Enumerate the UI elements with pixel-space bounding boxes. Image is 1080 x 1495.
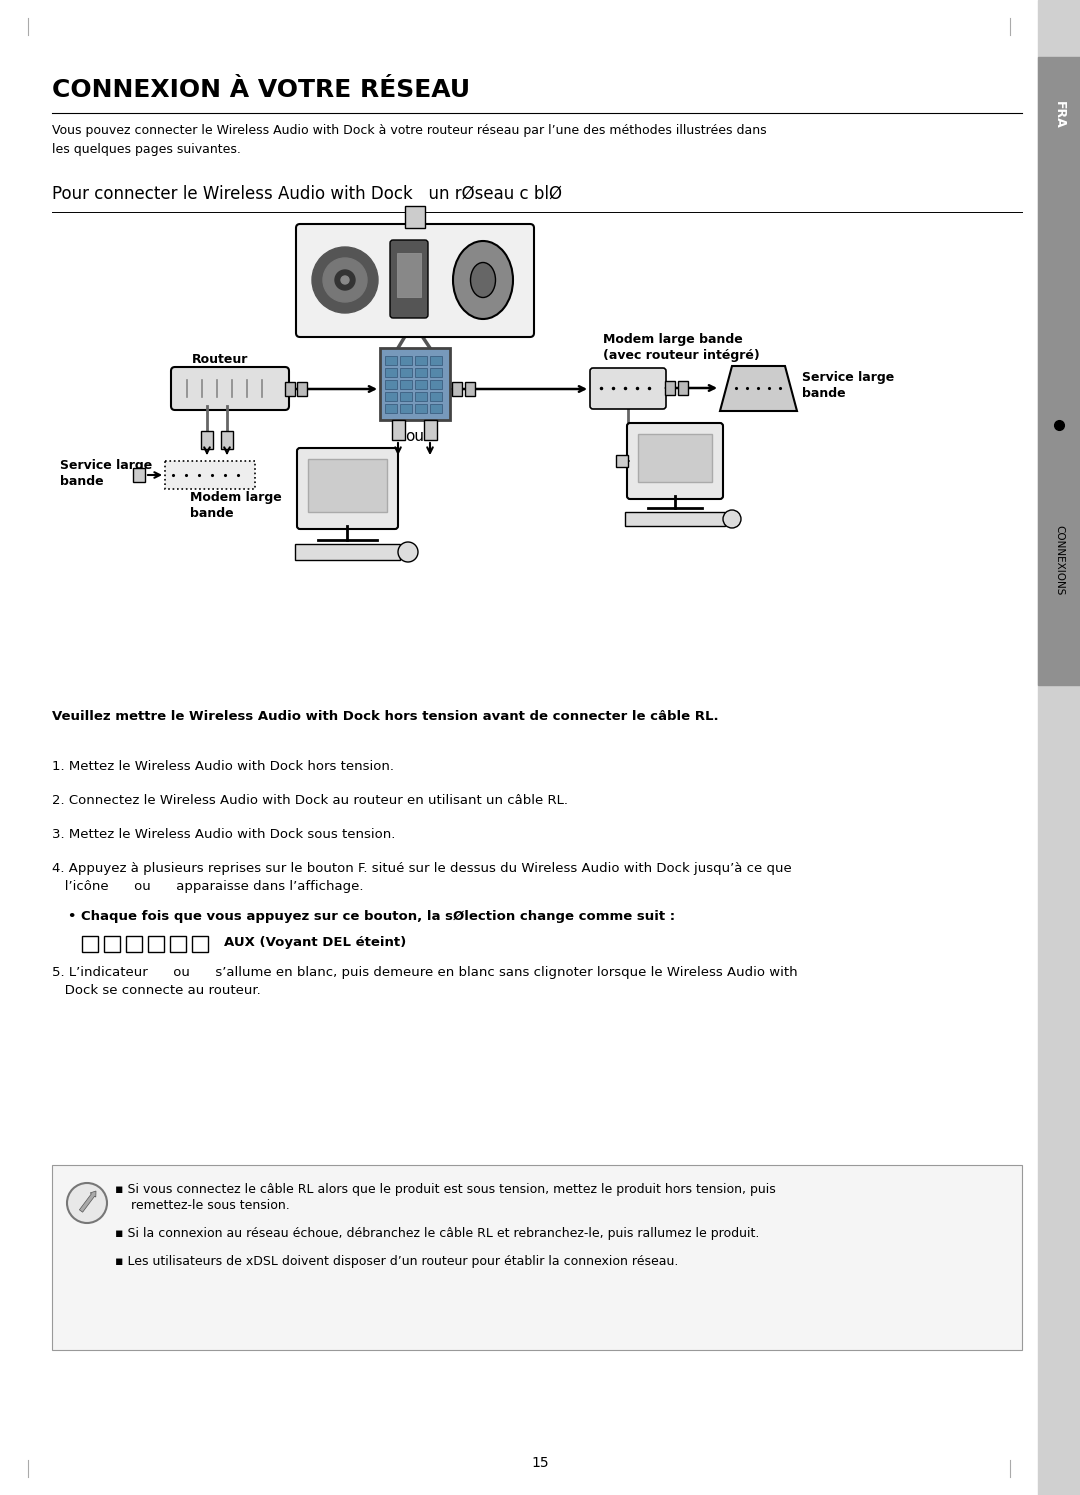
- Bar: [424, 420, 437, 440]
- Circle shape: [399, 543, 418, 562]
- Text: Service large: Service large: [802, 371, 894, 384]
- Text: ▪ Les utilisateurs de xDSL doivent disposer d’un routeur pour établir la connexi: ▪ Les utilisateurs de xDSL doivent dispo…: [114, 1254, 678, 1268]
- Bar: [380, 348, 450, 420]
- Bar: [430, 404, 442, 413]
- Bar: [400, 380, 411, 389]
- Text: bande: bande: [802, 387, 846, 401]
- Bar: [430, 368, 442, 377]
- Bar: [165, 460, 255, 489]
- Circle shape: [323, 259, 367, 302]
- Bar: [285, 383, 295, 396]
- Bar: [392, 420, 405, 440]
- Bar: [400, 392, 411, 401]
- Bar: [1038, 0, 1080, 1495]
- Text: 15: 15: [531, 1456, 549, 1470]
- Bar: [400, 368, 411, 377]
- Bar: [430, 392, 442, 401]
- Text: 1. Mettez le Wireless Audio with Dock hors tension.: 1. Mettez le Wireless Audio with Dock ho…: [52, 759, 394, 773]
- Text: Modem large bande: Modem large bande: [603, 333, 743, 345]
- Circle shape: [723, 510, 741, 528]
- Text: 2. Connectez le Wireless Audio with Dock au routeur en utilisant un câble RL.: 2. Connectez le Wireless Audio with Dock…: [52, 794, 568, 807]
- Text: CONNEXION À VOTRE RÉSEAU: CONNEXION À VOTRE RÉSEAU: [52, 78, 470, 102]
- Bar: [221, 431, 233, 448]
- Bar: [400, 404, 411, 413]
- Bar: [384, 356, 397, 365]
- Bar: [415, 392, 427, 401]
- Text: bande: bande: [60, 475, 104, 487]
- Bar: [1038, 57, 1080, 685]
- Bar: [625, 511, 725, 526]
- Bar: [405, 206, 426, 229]
- Bar: [148, 936, 164, 952]
- Circle shape: [335, 271, 355, 290]
- Bar: [430, 380, 442, 389]
- Ellipse shape: [453, 241, 513, 318]
- FancyBboxPatch shape: [390, 241, 428, 318]
- Bar: [384, 380, 397, 389]
- Bar: [82, 936, 98, 952]
- Text: ou: ou: [405, 429, 424, 444]
- Bar: [308, 459, 387, 511]
- Bar: [430, 356, 442, 365]
- Bar: [665, 381, 675, 395]
- Text: l’icône      ou      apparaisse dans l’affichage.: l’icône ou apparaisse dans l’affichage.: [52, 881, 364, 893]
- Text: Pour connecter le Wireless Audio with Dock   un rØseau c blØ: Pour connecter le Wireless Audio with Do…: [52, 185, 562, 203]
- Text: Service large: Service large: [60, 459, 152, 472]
- Text: Modem large: Modem large: [190, 490, 282, 504]
- Bar: [415, 368, 427, 377]
- Bar: [170, 936, 186, 952]
- Bar: [384, 404, 397, 413]
- Text: Veuillez mettre le Wireless Audio with Dock hors tension avant de connecter le c: Veuillez mettre le Wireless Audio with D…: [52, 710, 718, 724]
- Bar: [400, 356, 411, 365]
- Text: 4. Appuyez à plusieurs reprises sur le bouton F. situé sur le dessus du Wireless: 4. Appuyez à plusieurs reprises sur le b…: [52, 863, 792, 875]
- FancyBboxPatch shape: [171, 366, 289, 410]
- FancyBboxPatch shape: [297, 448, 399, 529]
- Bar: [465, 383, 475, 396]
- Bar: [295, 544, 400, 561]
- Bar: [192, 936, 208, 952]
- Bar: [201, 431, 213, 448]
- Bar: [384, 392, 397, 401]
- Bar: [133, 468, 145, 481]
- Bar: [126, 936, 141, 952]
- Polygon shape: [720, 366, 797, 411]
- Bar: [638, 434, 712, 481]
- FancyBboxPatch shape: [590, 368, 666, 410]
- FancyBboxPatch shape: [296, 224, 534, 336]
- Text: AUX (Voyant DEL éteint): AUX (Voyant DEL éteint): [224, 936, 406, 949]
- Text: (avec routeur intégré): (avec routeur intégré): [603, 348, 759, 362]
- Bar: [384, 368, 397, 377]
- Circle shape: [341, 277, 349, 284]
- Bar: [415, 356, 427, 365]
- Circle shape: [67, 1183, 107, 1223]
- FancyArrow shape: [80, 1192, 96, 1212]
- Bar: [52, 1165, 1022, 1350]
- Bar: [415, 380, 427, 389]
- Text: Dock se connecte au routeur.: Dock se connecte au routeur.: [52, 984, 260, 997]
- Text: • Chaque fois que vous appuyez sur ce bouton, la sØlection change comme suit :: • Chaque fois que vous appuyez sur ce bo…: [68, 910, 675, 922]
- Text: Routeur: Routeur: [192, 353, 248, 366]
- Text: remettez-le sous tension.: remettez-le sous tension.: [114, 1199, 289, 1212]
- Circle shape: [312, 247, 378, 312]
- Text: 3. Mettez le Wireless Audio with Dock sous tension.: 3. Mettez le Wireless Audio with Dock so…: [52, 828, 395, 842]
- Text: CONNEXIONS: CONNEXIONS: [1054, 525, 1064, 595]
- Bar: [678, 381, 688, 395]
- Text: FRA: FRA: [1053, 102, 1066, 129]
- Ellipse shape: [471, 263, 496, 298]
- Bar: [453, 383, 462, 396]
- Bar: [104, 936, 120, 952]
- Bar: [415, 404, 427, 413]
- Text: ▪ Si vous connectez le câble RL alors que le produit est sous tension, mettez le: ▪ Si vous connectez le câble RL alors qu…: [114, 1183, 775, 1196]
- Text: Vous pouvez connecter le Wireless Audio with Dock à votre routeur réseau par l’u: Vous pouvez connecter le Wireless Audio …: [52, 124, 767, 155]
- FancyBboxPatch shape: [627, 423, 723, 499]
- Bar: [397, 253, 421, 298]
- Text: ▪ Si la connexion au réseau échoue, débranchez le câble RL et rebranchez-le, pui: ▪ Si la connexion au réseau échoue, débr…: [114, 1227, 759, 1239]
- Bar: [616, 454, 627, 466]
- Text: bande: bande: [190, 507, 233, 520]
- Bar: [297, 383, 307, 396]
- Text: 5. L’indicateur      ou      s’allume en blanc, puis demeure en blanc sans clign: 5. L’indicateur ou s’allume en blanc, pu…: [52, 966, 798, 979]
